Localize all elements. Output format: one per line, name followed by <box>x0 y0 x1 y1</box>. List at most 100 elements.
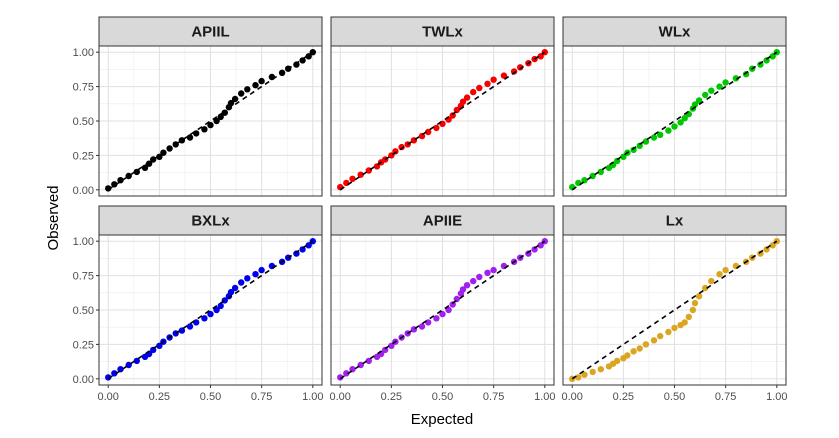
x-tick-label: 0.25 <box>381 391 402 403</box>
x-tick-label: 0.25 <box>613 391 634 403</box>
data-point <box>695 97 703 104</box>
y-tick-label: 0.75 <box>73 271 94 283</box>
data-point <box>252 82 259 89</box>
panel-twlx: TWLx <box>330 16 555 197</box>
data-point <box>581 371 588 378</box>
data-point <box>425 128 432 136</box>
data-point <box>238 90 245 97</box>
x-tick-label: 0.25 <box>149 391 170 403</box>
strip-background <box>330 16 555 47</box>
data-point <box>418 323 426 330</box>
x-tick-label: 0.50 <box>664 391 685 403</box>
data-point <box>258 77 265 85</box>
x-tick-label: 0.00 <box>329 391 350 403</box>
x-tick-label: 1.00 <box>302 391 323 403</box>
data-point <box>732 75 740 82</box>
data-point <box>665 127 672 134</box>
data-point <box>213 306 220 314</box>
data-point <box>681 115 688 122</box>
y-tick-label: 0.25 <box>73 339 94 351</box>
data-point <box>463 282 471 289</box>
data-point <box>227 99 235 107</box>
y-tick-label: 0.00 <box>73 374 94 386</box>
strip-label: BXLx <box>191 213 230 230</box>
data-point <box>445 306 452 314</box>
strip-label: TWLx <box>422 24 463 41</box>
data-point <box>268 262 276 270</box>
data-point <box>636 345 643 352</box>
panel-lx: Lx 0.00 0.25 0.50 0.75 1.00 <box>561 205 788 403</box>
x-tick-label: 0.75 <box>715 391 736 403</box>
data-point <box>268 73 276 81</box>
data-point <box>665 328 672 336</box>
x-tick-label: 0.75 <box>483 391 504 403</box>
data-point <box>476 84 483 92</box>
data-point <box>433 124 440 132</box>
data-point <box>650 134 658 141</box>
strip-label: Lx <box>666 213 684 230</box>
x-tick-label: 0.50 <box>432 391 453 403</box>
data-point <box>252 271 259 278</box>
data-point <box>650 337 658 344</box>
data-point <box>657 131 664 138</box>
data-point <box>425 319 432 326</box>
y-tick-label: 1.00 <box>73 236 94 248</box>
y-tick-label: 0.25 <box>73 150 94 162</box>
data-point <box>722 79 729 86</box>
data-point <box>244 275 251 282</box>
data-point <box>484 80 491 88</box>
data-point <box>500 262 508 270</box>
x-tick-label: 0.00 <box>561 391 582 403</box>
data-point <box>201 315 208 322</box>
data-point <box>217 113 224 121</box>
data-point <box>193 130 200 137</box>
data-point <box>691 299 699 307</box>
data-point <box>689 306 697 314</box>
data-point <box>141 164 149 171</box>
data-point <box>459 286 467 293</box>
panel-border <box>562 45 787 197</box>
data-point <box>343 370 350 377</box>
data-point <box>365 357 372 365</box>
strip-label: WLx <box>659 24 691 41</box>
strip-label: APIIL <box>191 24 229 41</box>
data-point <box>145 160 153 167</box>
data-point <box>186 134 194 141</box>
strip-background <box>98 16 323 47</box>
data-point <box>614 357 621 365</box>
y-tick-label: 1.00 <box>73 47 94 59</box>
y-tick-label: 0.50 <box>73 305 94 317</box>
y-tick-label: 0.00 <box>73 185 94 197</box>
panel-bxlx: BXLx 0.00 0.25 0.50 0.75 1.00 0.00 0.25 0.50 0.75… <box>73 205 324 403</box>
data-point <box>685 313 692 321</box>
data-point <box>459 98 467 105</box>
data-point <box>691 101 699 108</box>
data-point <box>685 110 692 118</box>
data-point <box>258 266 265 274</box>
data-point <box>217 302 224 310</box>
x-tick-label: 0.75 <box>251 391 272 403</box>
strip-background <box>562 16 787 47</box>
data-point <box>105 374 112 381</box>
strip-background <box>562 205 787 236</box>
data-point <box>708 87 715 94</box>
panel-border <box>330 45 555 197</box>
data-point <box>238 279 245 286</box>
data-point <box>207 310 214 318</box>
data-point <box>589 368 596 376</box>
data-point <box>716 83 723 90</box>
data-point <box>111 181 118 188</box>
data-point <box>193 319 200 326</box>
data-point <box>213 117 220 125</box>
data-point <box>657 332 664 340</box>
data-point <box>716 271 723 278</box>
y-tick-label: 0.75 <box>73 82 94 94</box>
data-point <box>133 357 140 365</box>
strip-background <box>98 205 323 236</box>
x-tick-label: 0.50 <box>200 391 221 403</box>
data-point <box>490 76 497 83</box>
data-point <box>624 352 631 359</box>
panel-apiil: APIIL 0.00 0.25 0.50 0.75 1.00 <box>73 16 323 197</box>
data-point <box>227 288 235 296</box>
data-point <box>231 284 239 292</box>
